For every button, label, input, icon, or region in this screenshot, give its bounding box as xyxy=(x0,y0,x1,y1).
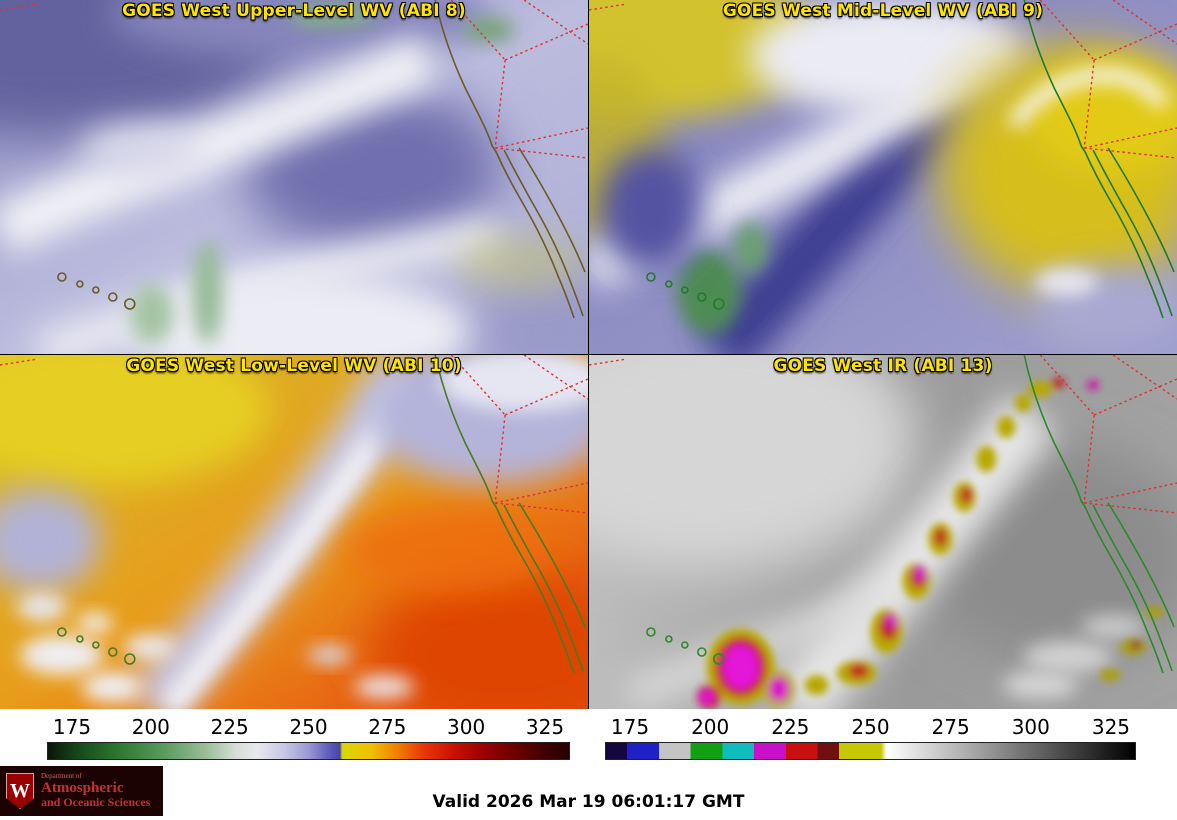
logo-line-2: and Oceanic Sciences xyxy=(41,795,151,810)
wv-colorbar: 175 200 225 250 275 300 325 xyxy=(47,713,570,760)
colorbar-tick: 200 xyxy=(691,715,730,739)
colorbar-tick: 300 xyxy=(1011,715,1050,739)
low-level-wv-image xyxy=(0,355,588,709)
wv-colorbar-ticks: 175 200 225 250 275 300 325 xyxy=(47,713,570,739)
colorbar-tick: 275 xyxy=(368,715,407,739)
panel-upper-level-wv: GOES West Upper-Level WV (ABI 8) xyxy=(0,0,588,354)
colorbar-tick: 200 xyxy=(131,715,170,739)
colorbar-row: 175 200 225 250 275 300 325 175 200 225 … xyxy=(0,709,1177,763)
satellite-grid: GOES West Upper-Level WV (ABI 8) xyxy=(0,0,1177,709)
colorbar-tick: 275 xyxy=(931,715,970,739)
colorbar-tick: 225 xyxy=(210,715,249,739)
upper-level-wv-image xyxy=(0,0,588,354)
colorbar-tick: 300 xyxy=(447,715,486,739)
wv-colorbar-gradient xyxy=(47,742,570,760)
colorbar-tick: 325 xyxy=(525,715,565,739)
ir-image xyxy=(589,355,1177,709)
panel-title: GOES West Upper-Level WV (ABI 8) xyxy=(122,1,466,21)
panel-title: GOES West Low-Level WV (ABI 10) xyxy=(126,356,462,376)
colorbar-tick: 250 xyxy=(289,715,328,739)
valid-time-label: Valid 2026 Mar 19 06:01:17 GMT xyxy=(432,792,745,812)
footer: W Department of Atmospheric and Oceanic … xyxy=(0,763,1177,820)
panel-mid-level-wv: GOES West Mid-Level WV (ABI 9) xyxy=(589,0,1177,354)
panel-ir: GOES West IR (ABI 13) xyxy=(589,355,1177,709)
logo-line-1: Atmospheric xyxy=(41,779,124,796)
panel-title: GOES West Mid-Level WV (ABI 9) xyxy=(722,1,1044,21)
ir-colorbar-gradient xyxy=(605,742,1136,760)
colorbar-tick: 225 xyxy=(771,715,810,739)
panel-low-level-wv: GOES West Low-Level WV (ABI 10) xyxy=(0,355,588,709)
colorbar-tick: 175 xyxy=(610,715,650,739)
ir-colorbar: 175 200 225 250 275 300 325 xyxy=(605,713,1136,760)
ir-colorbar-ticks: 175 200 225 250 275 300 325 xyxy=(605,713,1136,739)
colorbar-tick: 325 xyxy=(1091,715,1131,739)
mid-level-wv-image xyxy=(589,0,1177,354)
panel-title: GOES West IR (ABI 13) xyxy=(773,356,993,376)
colorbar-tick: 175 xyxy=(52,715,92,739)
aos-logo: W Department of Atmospheric and Oceanic … xyxy=(0,766,163,816)
colorbar-tick: 250 xyxy=(851,715,890,739)
aos-logo-text: Department of Atmospheric and Oceanic Sc… xyxy=(41,772,151,810)
logo-dept-line: Department of xyxy=(41,772,82,781)
